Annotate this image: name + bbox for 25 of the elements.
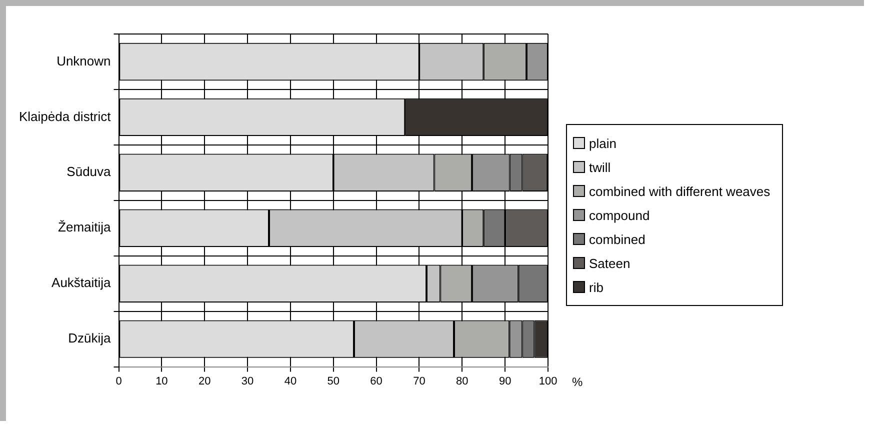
legend-label: Sateen: [589, 256, 630, 270]
legend-label: twill: [589, 160, 611, 174]
y-tick-label: Klaipėda district: [18, 108, 112, 124]
x-tick-label: 20: [198, 375, 211, 388]
x-tick-label: 100: [538, 375, 558, 388]
x-axis-title: %: [572, 375, 583, 390]
x-tick-label: 40: [284, 375, 297, 388]
x-tick-label: 60: [370, 375, 382, 388]
legend-label: combined: [589, 232, 646, 246]
x-tick-label: 0: [116, 375, 122, 388]
x-tick-label: 90: [498, 375, 512, 388]
legend-label: rib: [589, 280, 604, 294]
x-tick-label: 80: [456, 375, 468, 388]
y-tick-label: Sūduva: [66, 164, 112, 180]
legend-label: combined with different weaves: [589, 184, 770, 198]
y-tick-label: Unknown: [56, 53, 111, 68]
x-tick-label: 30: [241, 375, 254, 388]
x-tick-label: 70: [413, 375, 426, 388]
y-tick-label: Aukštaitija: [52, 275, 112, 290]
x-tick-label: 10: [156, 375, 168, 388]
legend-label: plain: [589, 136, 616, 150]
x-tick-label: 50: [327, 375, 340, 388]
y-tick-label: Žemaitija: [58, 220, 112, 235]
legend-label: compound: [589, 208, 650, 222]
y-tick-label: Dzūkija: [68, 330, 112, 346]
